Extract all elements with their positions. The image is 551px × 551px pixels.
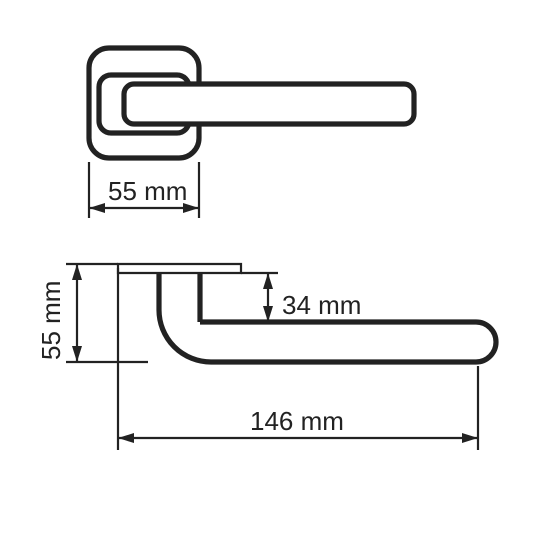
dim-55mm-height: 55 mm	[36, 264, 148, 362]
dim-34-label: 34 mm	[282, 290, 361, 320]
dim-34mm: 34 mm	[241, 273, 361, 322]
dim-146-label: 146 mm	[250, 406, 344, 436]
dim-rose-width-label: 55 mm	[108, 176, 187, 206]
dim-55h-label: 55 mm	[36, 281, 66, 360]
top-view	[89, 48, 414, 158]
drawing-canvas: 55 mm 34 mm	[0, 0, 551, 551]
dim-rose-width: 55 mm	[89, 162, 199, 218]
lever-handle-top	[124, 84, 414, 124]
mount-plate	[118, 264, 241, 273]
